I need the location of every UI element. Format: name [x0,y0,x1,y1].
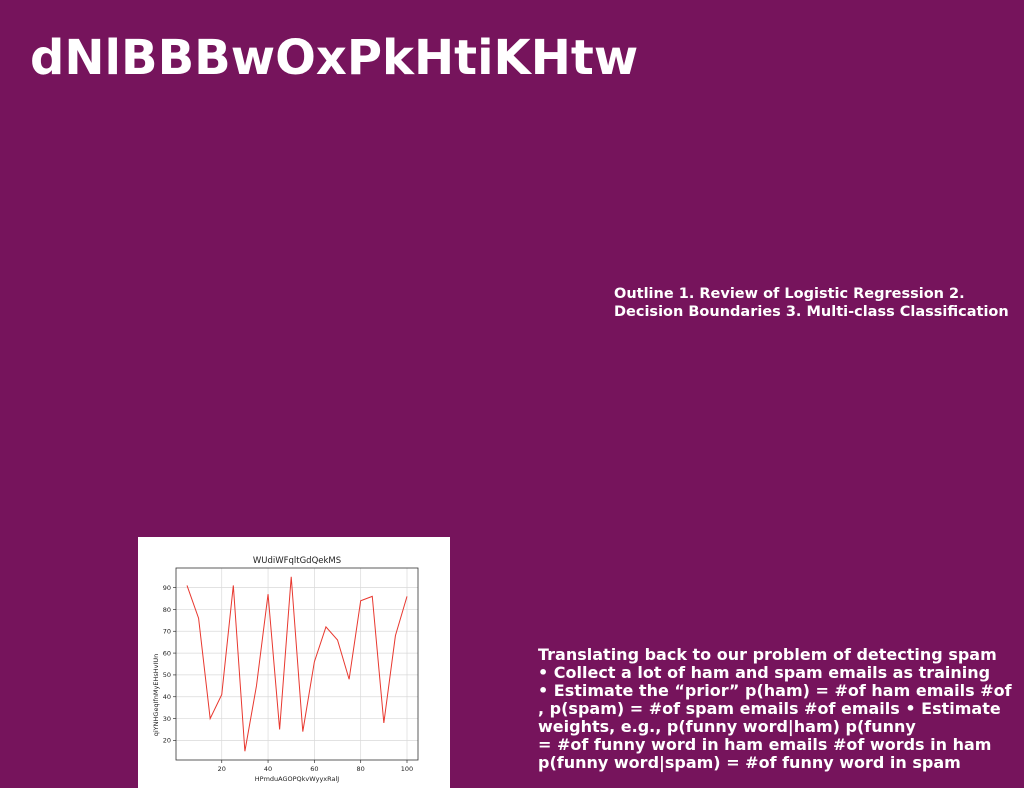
body-text: Translating back to our problem of detec… [538,646,1020,772]
y-axis-label: qiYNHGeqIfnMyEHsHvIUn [152,654,160,737]
series-group [186,576,408,752]
slide-title: dNlBBBwOxPkHtiKHtw [30,30,639,86]
x-tick-label: 60 [310,765,318,773]
x-tick-label: 20 [218,765,226,773]
chart-title: WUdiWFqltGdQekMS [253,556,341,566]
y-tick-label: 40 [163,693,171,701]
y-tick-label: 80 [163,606,171,614]
x-tick-label: 80 [357,765,365,773]
outline-text: Outline 1. Review of Logistic Regression… [614,286,1009,320]
x-tick-label: 40 [264,765,272,773]
y-tick-label: 20 [163,737,171,745]
body-line: • Estimate the “prior” p(ham) = #of ham … [538,681,1012,700]
x-tick-label: 100 [401,765,413,773]
body-line: = #of funny word in ham emails #of words… [538,735,992,754]
x-axis-label: HPmduAGOPQkvWyyxRalJ [255,775,340,783]
series-line [186,576,408,752]
body-line: • Collect a lot of ham and spam emails a… [538,663,991,682]
grid-lines [176,568,418,760]
y-tick-label: 60 [163,649,171,657]
y-tick-label: 90 [163,584,171,592]
line-chart: WUdiWFqltGdQekMS HPmduAGOPQkvWyyxRalJ qi… [152,556,419,783]
y-tick-label: 70 [163,628,171,636]
y-tick-label: 50 [163,671,171,679]
body-line: p(funny word|spam) = #of funny word in s… [538,753,961,772]
chart-image: WUdiWFqltGdQekMS HPmduAGOPQkvWyyxRalJ qi… [138,537,450,788]
axis-ticks: 20 40 60 80 100 20 30 40 50 60 70 80 90 [163,584,413,773]
body-line: Translating back to our problem of detec… [538,645,997,664]
y-tick-label: 30 [163,715,171,723]
body-line: , p(spam) = #of spam emails #of emails •… [538,699,1001,718]
plot-frame [175,567,419,761]
body-line: weights, e.g., p(funny word|ham) p(funny [538,717,916,736]
